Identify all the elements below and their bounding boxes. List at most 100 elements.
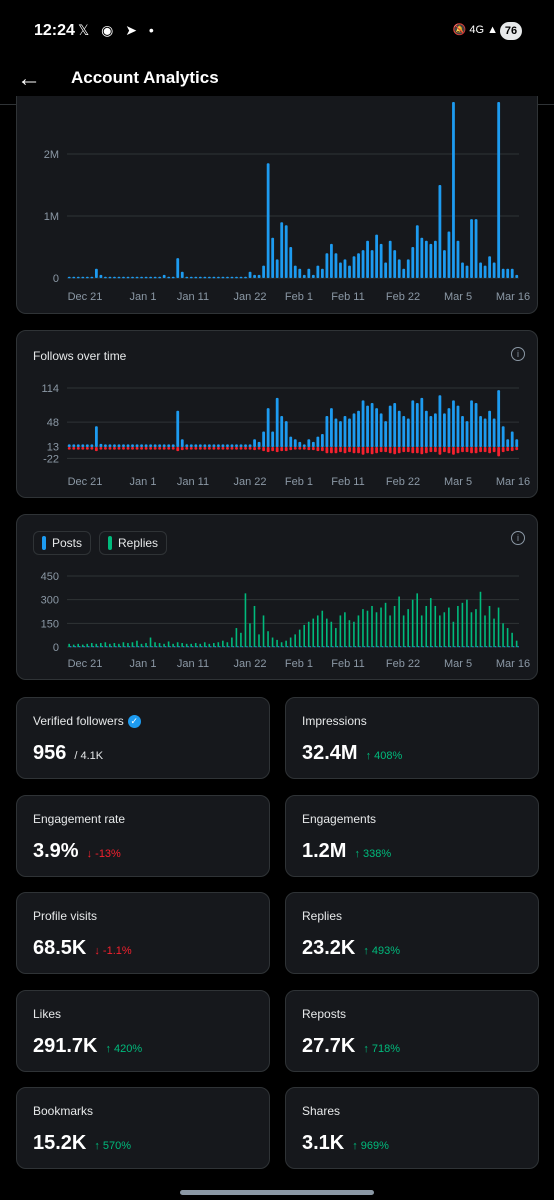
home-indicator[interactable] [180, 1190, 374, 1195]
replies-bar [226, 642, 229, 647]
stat-card-reposts[interactable]: Reposts 27.7K ↑ 718% [285, 990, 539, 1072]
follows-lost-bar [203, 447, 207, 450]
notification-icons: 𝕏 ◉ ➤ • [78, 22, 158, 38]
replies-bar [104, 642, 107, 647]
follows-gained-bar [357, 410, 360, 447]
x-tick-label: Feb 1 [285, 291, 313, 303]
posts-bar [250, 646, 253, 648]
replies-bar [163, 643, 165, 647]
info-icon[interactable]: i [511, 347, 525, 361]
follows-gained-bar [140, 444, 143, 447]
follows-gained-bar [424, 410, 428, 447]
stat-label: Impressions [302, 714, 367, 728]
follows-gained-bar [167, 444, 171, 447]
posts-bar [372, 646, 375, 648]
follows-gained-bar [271, 431, 275, 447]
follows-gained-bar [483, 418, 487, 447]
x-tick-label: Feb 22 [386, 658, 420, 670]
posts-bar [155, 646, 158, 648]
stat-card-bookmarks[interactable]: Bookmarks 15.2K ↑ 570% [16, 1087, 270, 1169]
posts-bar [106, 646, 108, 648]
impressions-bar [352, 256, 356, 278]
replies-bar [109, 643, 111, 647]
posts-bar [115, 646, 117, 648]
posts-bar [305, 646, 307, 648]
follows-gained-bar [316, 436, 320, 447]
posts-bar [137, 646, 140, 648]
posts-bar [286, 646, 289, 648]
stat-value: 27.7K [302, 1035, 356, 1057]
replies-bar [127, 643, 129, 647]
stat-card-replies[interactable]: Replies 23.2K ↑ 493% [285, 892, 539, 974]
impressions-bar [443, 250, 446, 278]
x-tick-label: Mar 5 [444, 291, 472, 303]
impressions-bar [149, 276, 153, 279]
x-tick-label: Jan 11 [177, 658, 209, 670]
battery-indicator: 76 [500, 22, 522, 40]
legend-posts[interactable]: Posts [33, 531, 92, 555]
follows-gained-bar [379, 413, 383, 447]
info-icon[interactable]: i [511, 531, 525, 545]
stat-change: ↓ -13% [86, 848, 121, 860]
stat-card-profile-visits[interactable]: Profile visits 68.5K ↓ -1.1% [16, 892, 270, 974]
replies-bar [461, 602, 464, 647]
replies-bar [439, 615, 441, 647]
posts-bar [232, 646, 235, 648]
follows-lost-bar [361, 447, 365, 455]
stat-label: Bookmarks [33, 1104, 94, 1118]
impressions-bar [316, 265, 320, 278]
legend-replies[interactable]: Replies [99, 531, 168, 555]
stat-card-shares[interactable]: Shares 3.1K ↑ 969% [285, 1087, 539, 1169]
posts-bar [463, 646, 465, 648]
replies-swatch [108, 536, 113, 550]
impressions-bar [397, 259, 401, 278]
stat-row: 23.2K ↑ 493% [302, 937, 400, 960]
stat-card-engagement-rate[interactable]: Engagement rate 3.9% ↓ -13% [16, 795, 270, 877]
posts-bar [237, 646, 239, 648]
impressions-bar [275, 259, 279, 278]
impressions-bar [492, 262, 496, 278]
posts-bar [332, 646, 334, 648]
stat-card-likes[interactable]: Likes 291.7K ↑ 420% [16, 990, 270, 1072]
replies-bar [194, 643, 197, 647]
impressions-bar [348, 265, 351, 278]
replies-bar [448, 607, 450, 647]
follows-lost-bar [99, 447, 103, 450]
posts-replies-chart: 450 300 150 0 Dec 21 Jan 1 Jan 11 Jan 22 Feb 1 Fe… [41, 571, 530, 670]
follows-chart: 114 48 13-22 Dec 21 Jan 1 Jan 11 Jan 22 Feb 1 Fe… [41, 383, 530, 488]
impressions-bar [144, 276, 148, 279]
stat-label: Engagements [302, 812, 377, 826]
replies-bar [466, 599, 468, 647]
follows-lost-bar [420, 447, 424, 455]
follows-lost-bar [117, 447, 121, 450]
stat-card-verified-followers[interactable]: Verified followers ✓ 956 / 4.1K [16, 697, 270, 779]
replies-bar [298, 629, 301, 647]
follows-lost-bar [85, 447, 89, 450]
follows-gained-bar [122, 444, 125, 447]
posts-bar [323, 646, 325, 648]
follows-gained-bar [447, 408, 451, 447]
replies-bar [515, 640, 518, 647]
follows-gained-bar [456, 405, 460, 447]
follows-lost-bar [375, 447, 379, 454]
replies-bar [271, 637, 274, 647]
status-bar: 12:24 𝕏 ◉ ➤ • 🔕 4G ▲ 76 [0, 0, 554, 58]
replies-bar [262, 615, 265, 647]
posts-bar [318, 646, 320, 648]
impressions-bar [76, 276, 80, 279]
x-tick-label: Jan 1 [130, 291, 157, 303]
back-arrow-icon[interactable]: ← [17, 65, 41, 92]
follows-gained-bar [515, 439, 519, 447]
follows-lost-bar [325, 447, 329, 454]
posts-swatch [42, 536, 46, 550]
x-tick-label: Feb 1 [285, 476, 313, 488]
chart-legend: Posts Replies [33, 531, 168, 555]
replies-bar [267, 631, 269, 647]
stat-card-impressions[interactable]: Impressions 32.4M ↑ 408% [285, 697, 539, 779]
follows-gained-bar [325, 415, 329, 447]
impressions-bar [361, 250, 365, 278]
follows-lost-bar [452, 447, 455, 455]
impressions-bar [90, 276, 94, 279]
follows-gained-bar [370, 403, 374, 447]
stat-card-engagements[interactable]: Engagements 1.2M ↑ 338% [285, 795, 539, 877]
